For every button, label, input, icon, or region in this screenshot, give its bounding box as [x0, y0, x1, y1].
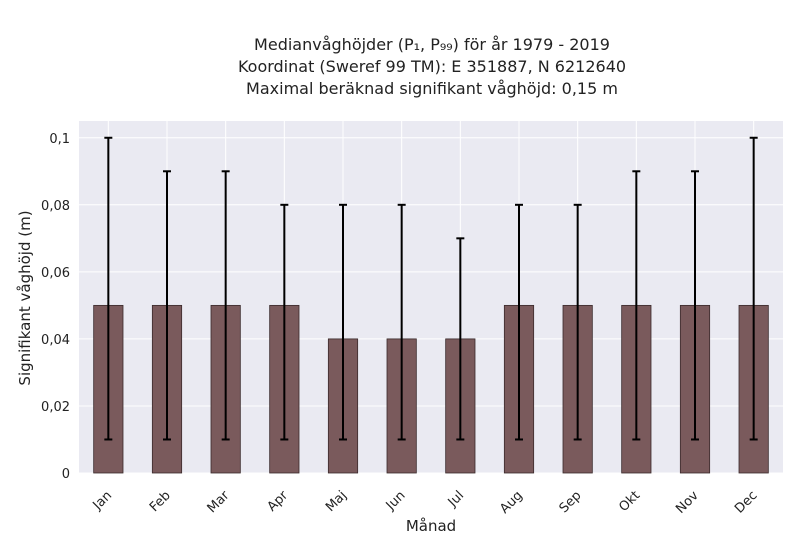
x-tick-label: Jan: [90, 488, 115, 513]
x-tick-label: Aug: [497, 488, 526, 517]
error-bars: [104, 136, 758, 441]
chart-title-line: Medianvåghöjder (P₁, P₉₉) för år 1979 - …: [254, 35, 610, 54]
x-axis: Jan Feb Mar Apr Maj Jun Jul Aug Sep Okt Nov Dec: [90, 488, 761, 517]
x-tick-label: Sep: [557, 488, 585, 516]
x-tick-label: Apr: [265, 488, 292, 515]
x-tick-label: Maj: [323, 488, 350, 515]
x-tick-label: Nov: [673, 488, 702, 517]
x-tick-label: Feb: [147, 488, 174, 515]
y-tick-label: 0,1: [49, 132, 70, 147]
y-tick-label: 0,06: [41, 266, 70, 281]
y-axis: 0 0,02 0,04 0,06 0,08 0,1: [41, 132, 70, 482]
x-axis-label: Månad: [406, 517, 456, 535]
x-tick-label: Jul: [445, 488, 467, 510]
x-tick-label: Jun: [383, 488, 409, 514]
y-axis-label: Signifikant våghöjd (m): [16, 210, 34, 385]
y-tick-label: 0,08: [41, 199, 70, 214]
y-tick-label: 0: [62, 467, 70, 482]
plot-area: [79, 121, 783, 473]
chart-subtitle-line: Maximal beräknad signifikant våghöjd: 0,…: [246, 79, 618, 98]
x-tick-label: Dec: [732, 488, 760, 516]
chart-title: Medianvåghöjder (P₁, P₉₉) för år 1979 - …: [80, 34, 784, 100]
y-tick-label: 0,02: [41, 400, 70, 415]
chart-subtitle-line: Koordinat (Sweref 99 TM): E 351887, N 62…: [237, 57, 627, 76]
x-tick-label: Mar: [205, 488, 233, 516]
x-tick-label: Okt: [616, 488, 643, 515]
y-tick-label: 0,04: [41, 333, 70, 348]
